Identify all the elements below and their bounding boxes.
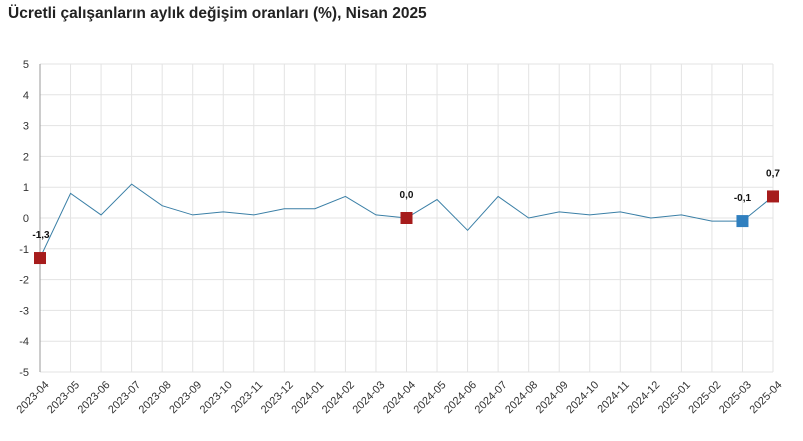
y-tick-label: 2 bbox=[23, 151, 29, 163]
x-tick-label: 2024-07 bbox=[473, 379, 510, 416]
data-label: 0,7 bbox=[766, 168, 780, 179]
highlight-markers bbox=[34, 190, 779, 265]
x-tick-label: 2024-01 bbox=[289, 379, 326, 416]
x-tick-label: 2023-07 bbox=[106, 379, 143, 416]
x-tick-label: 2025-02 bbox=[686, 379, 723, 416]
x-tick-label: 2025-04 bbox=[748, 379, 785, 416]
x-tick-label: 2024-03 bbox=[350, 379, 387, 416]
x-tick-label: 2023-10 bbox=[198, 379, 235, 416]
data-point-marker bbox=[400, 212, 413, 224]
data-point-marker bbox=[34, 252, 46, 265]
y-tick-label: 3 bbox=[23, 121, 29, 133]
x-tick-label: 2024-10 bbox=[564, 379, 601, 416]
x-tick-label: 2023-04 bbox=[15, 379, 52, 416]
data-label: 0,0 bbox=[400, 190, 414, 201]
y-tick-label: 0 bbox=[23, 213, 29, 225]
data-label: -0,1 bbox=[734, 193, 752, 204]
y-tick-label: -5 bbox=[19, 367, 29, 379]
labels: 543210-1-2-3-4-52023-042023-052023-06202… bbox=[15, 59, 785, 416]
x-tick-label: 2023-06 bbox=[76, 379, 113, 416]
data-label: -1,3 bbox=[32, 230, 50, 241]
x-tick-label: 2023-08 bbox=[137, 379, 174, 416]
y-tick-label: -4 bbox=[19, 336, 29, 348]
x-tick-label: 2023-12 bbox=[259, 379, 296, 416]
x-tick-label: 2024-09 bbox=[534, 379, 571, 416]
y-tick-label: -1 bbox=[19, 244, 29, 256]
y-tick-label: 1 bbox=[23, 182, 29, 194]
data-point-marker bbox=[767, 190, 779, 203]
x-tick-label: 2024-02 bbox=[320, 379, 357, 416]
x-tick-label: 2023-05 bbox=[45, 379, 82, 416]
x-tick-label: 2025-01 bbox=[656, 379, 693, 416]
chart-title: Ücretli çalışanların aylık değişim oranl… bbox=[8, 5, 427, 22]
data-point-marker bbox=[736, 215, 749, 228]
x-tick-label: 2023-11 bbox=[229, 379, 265, 415]
x-tick-label: 2024-06 bbox=[442, 379, 479, 416]
x-tick-label: 2024-08 bbox=[503, 379, 540, 416]
x-tick-label: 2023-09 bbox=[167, 379, 204, 416]
x-tick-label: 2024-05 bbox=[412, 379, 449, 416]
y-tick-label: 5 bbox=[23, 59, 29, 71]
x-tick-label: 2025-03 bbox=[717, 379, 754, 416]
x-tick-label: 2024-12 bbox=[625, 379, 662, 416]
y-tick-label: -3 bbox=[19, 305, 29, 317]
y-tick-label: -2 bbox=[19, 275, 29, 287]
y-tick-label: 4 bbox=[23, 90, 29, 102]
x-tick-label: 2024-11 bbox=[595, 379, 631, 415]
x-tick-label: 2024-04 bbox=[381, 379, 418, 416]
